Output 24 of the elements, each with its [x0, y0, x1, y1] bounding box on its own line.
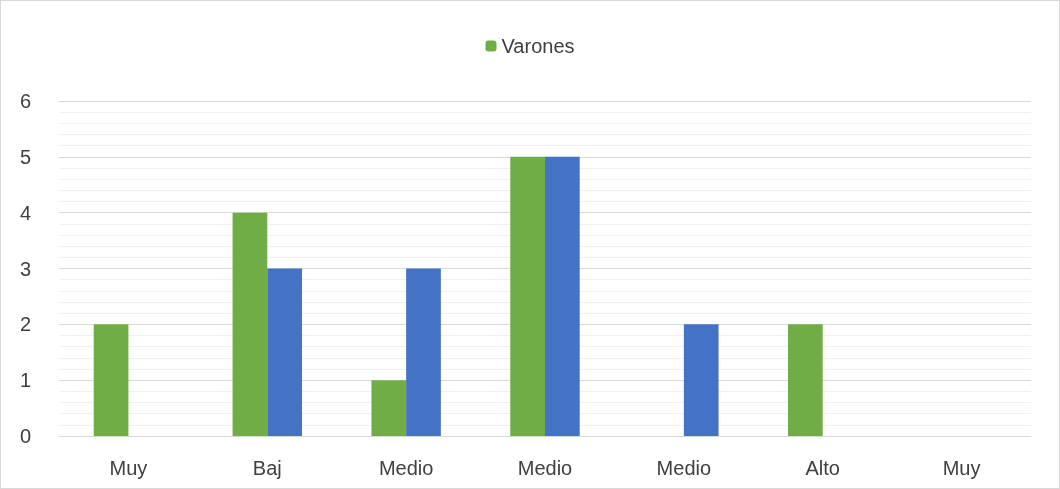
bar: [683, 324, 719, 436]
x-tick-label: Muy: [109, 457, 148, 479]
bar: [93, 324, 129, 436]
bar: [371, 380, 407, 436]
x-tick-label: Medio: [517, 457, 573, 479]
bar: [232, 212, 268, 436]
legend-label: Varones: [501, 35, 575, 57]
bar: [510, 156, 545, 436]
x-tick-label: Medio: [378, 457, 434, 479]
y-tick-label: 2: [19, 313, 31, 336]
y-tick-label: 3: [19, 257, 31, 280]
y-tick-label: 0: [19, 425, 31, 447]
y-tick-label: 4: [19, 201, 31, 224]
y-tick-label: 6: [19, 90, 31, 112]
bar: [545, 156, 580, 436]
x-tick-label: Medio: [656, 457, 712, 479]
bar: [267, 268, 302, 436]
bar: [406, 268, 441, 436]
y-tick-label: 5: [19, 145, 31, 168]
bar: [788, 324, 823, 436]
x-tick-label: Baj: [252, 457, 282, 479]
x-tick-label: Muy: [942, 457, 981, 479]
x-tick-label: Alto: [805, 457, 840, 479]
y-tick-label: 1: [19, 369, 31, 392]
